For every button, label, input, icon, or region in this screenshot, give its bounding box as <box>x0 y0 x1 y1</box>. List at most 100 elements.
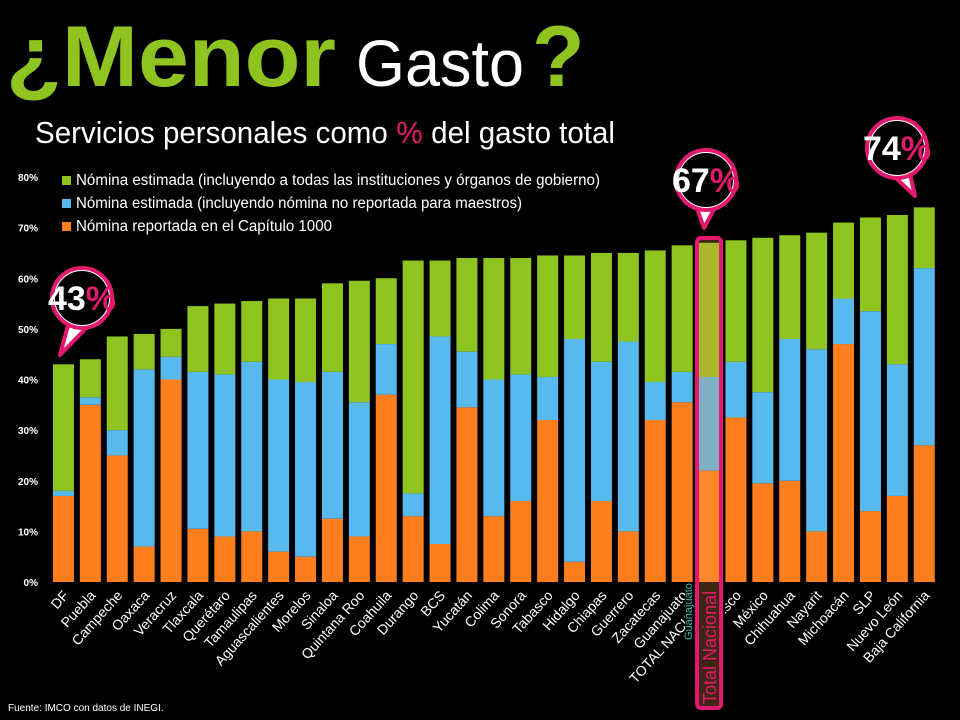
bar-segment <box>886 495 908 582</box>
bar-segment <box>483 379 505 517</box>
legend-label: Nómina estimada (incluyendo nómina no re… <box>76 195 522 212</box>
bar-segment <box>295 298 317 383</box>
bar-segment <box>590 252 612 362</box>
y-tick-label: 40% <box>18 376 38 387</box>
bar-segment <box>698 242 720 377</box>
subtitle-part: % <box>396 115 422 150</box>
callout-label: 43% <box>48 280 116 318</box>
bar-segment <box>429 336 451 545</box>
y-tick-label: 20% <box>18 477 38 488</box>
bar-segment <box>348 280 370 403</box>
bar-segment <box>590 361 612 501</box>
bar-segment <box>510 501 532 582</box>
bar-segment <box>456 258 478 352</box>
bar-segment <box>214 374 236 537</box>
bar-segment <box>321 371 343 519</box>
bar-segment <box>214 303 236 375</box>
bar-segment <box>429 544 451 582</box>
bar-segment <box>833 344 855 582</box>
highlight-label: Total Nacional <box>700 591 720 704</box>
callout-number: 43 <box>48 280 86 318</box>
bar-segment <box>859 217 881 312</box>
callout-number: 67 <box>672 162 710 200</box>
bar-segment <box>295 382 317 557</box>
callout-unit: % <box>710 162 740 200</box>
callout-unit: % <box>86 280 116 318</box>
bar-segment <box>644 250 666 383</box>
bar-segment <box>133 369 155 547</box>
bar-segment <box>537 255 559 377</box>
bar-segment <box>133 546 155 582</box>
y-tick-label: 50% <box>18 325 38 336</box>
bar-segment <box>644 382 666 420</box>
bar-segment <box>348 536 370 582</box>
bar-segment <box>752 392 774 484</box>
bar-segment <box>617 341 639 532</box>
bar-segment <box>402 493 424 517</box>
bar-segment <box>456 351 478 408</box>
bar-segment <box>752 237 774 393</box>
bar-segment <box>321 283 343 372</box>
bar-segment <box>644 420 666 582</box>
y-tick-label: 30% <box>18 426 38 437</box>
highlight-label: Guanajuato <box>683 583 695 640</box>
bar-segment <box>241 301 263 362</box>
bar-segment <box>671 245 693 372</box>
callout-unit: % <box>901 130 931 168</box>
bar-segment <box>106 336 128 431</box>
bar-segment <box>79 359 101 398</box>
y-tick-label: 60% <box>18 274 38 285</box>
bar-segment <box>617 252 639 342</box>
bar-segment <box>321 518 343 582</box>
bar-segment <box>806 349 828 532</box>
callout-inner <box>870 121 924 175</box>
bar-segment <box>268 379 290 552</box>
label-cover <box>685 590 726 710</box>
bar-segment <box>52 490 74 496</box>
legend-swatch <box>62 199 71 208</box>
bar-segment <box>402 516 424 582</box>
bar-segment <box>833 222 855 299</box>
bar-segment <box>483 258 505 380</box>
bar-segment <box>725 361 747 418</box>
bar-segment <box>806 531 828 582</box>
bar-segment <box>79 404 101 582</box>
bar-segment <box>590 501 612 582</box>
subtitle-part: del gasto total <box>431 115 615 150</box>
bar-segment <box>375 394 397 582</box>
bar-segment <box>564 339 586 562</box>
title-part: ¿Menor <box>6 9 336 105</box>
highlight-box <box>695 236 724 710</box>
bar-segment <box>133 333 155 370</box>
bar-segment <box>725 240 747 362</box>
subtitle: Servicios personales como% del gasto tota… <box>35 115 615 150</box>
legend-label: Nómina reportada en el Capítulo 1000 <box>76 218 332 235</box>
bar-segment <box>160 379 182 582</box>
source: Fuente: IMCO con datos de INEGI. <box>8 703 164 714</box>
bar-segment <box>537 376 559 420</box>
bar-segment <box>52 364 74 491</box>
bar-segment <box>564 255 586 339</box>
bar-segment <box>375 344 397 395</box>
bar-segment <box>214 536 236 582</box>
y-tick-label: 10% <box>18 527 38 538</box>
subtitle-part: Servicios personales como <box>35 115 388 150</box>
bar-segment <box>348 402 370 537</box>
bar-segment <box>671 402 693 582</box>
bar-segment <box>510 258 532 375</box>
bar-segment <box>806 232 828 350</box>
bar-segment <box>241 531 263 582</box>
bar-segment <box>886 364 908 496</box>
bar-segment <box>913 268 935 446</box>
callout-number: 74 <box>863 130 901 168</box>
bar-segment <box>429 260 451 337</box>
bar-segment <box>79 397 101 405</box>
bar-segment <box>833 298 855 345</box>
bar-segment <box>187 371 209 529</box>
bar-segment <box>375 278 397 345</box>
bar-segment <box>160 328 182 357</box>
callout-inner <box>679 153 733 207</box>
bar-segment <box>52 495 74 582</box>
bar-segment <box>187 306 209 372</box>
legend-label: Nómina estimada (incluyendo a todas las … <box>76 172 600 189</box>
